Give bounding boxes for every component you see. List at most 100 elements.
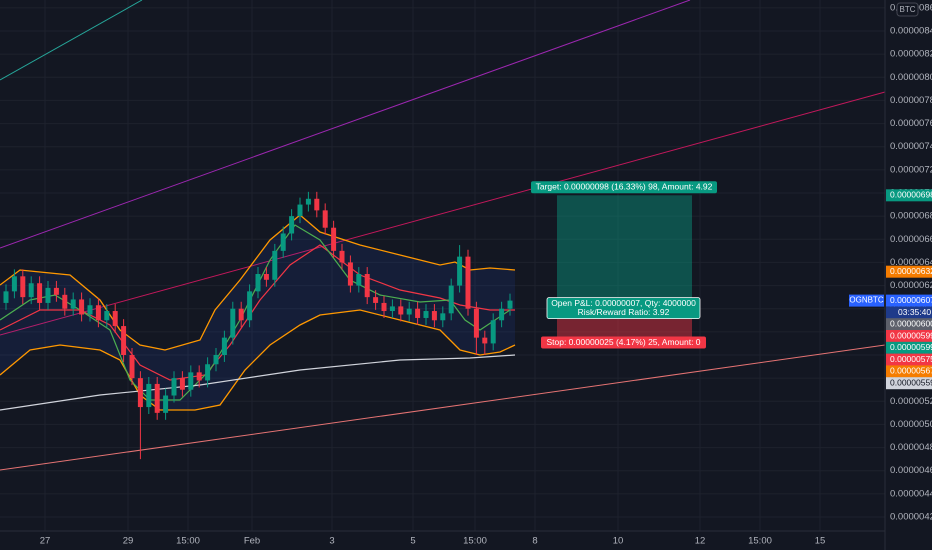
stop-label-bg [541, 336, 706, 349]
candle-body [238, 308, 244, 321]
price-tick-label: 0.00000640 [890, 257, 932, 268]
price-axis: 0.00000420 0.00000440 0.00000460 0.00000480… [890, 2, 932, 522]
candle-body [389, 306, 395, 312]
price-tick-label: 0.00000520 [890, 396, 932, 407]
position-tool: Target: 0.00000098 (16.33%) 98, Amount: … [531, 181, 717, 349]
price-tag: 0.00000567 [890, 366, 932, 376]
price-tag-bg [886, 318, 932, 331]
candle-body [406, 308, 412, 315]
price-tick-label: 0.00000480 [890, 442, 932, 453]
candle-body [423, 311, 429, 318]
currency-badge[interactable] [896, 2, 919, 17]
candle-body [205, 364, 211, 381]
upper-band [0, 214, 516, 351]
candle-body [45, 287, 51, 303]
candle-body [95, 305, 101, 321]
candle-body [263, 273, 269, 280]
candle-body [70, 299, 76, 309]
time-tick-label: 15:00 [748, 536, 772, 547]
lower-band [0, 309, 516, 411]
profit-zone [557, 195, 692, 301]
time-tick-label: 15:00 [176, 536, 200, 547]
candle-body [37, 283, 43, 303]
price-tick-label: 0.00000720 [890, 164, 932, 175]
time-tick-label: 10 [613, 536, 624, 547]
trend-line [0, 91, 886, 336]
candle-body [272, 250, 278, 280]
candle-body [457, 256, 463, 286]
pnl-label: Open P&L: 0.00000007, Qty: 4000000 [551, 298, 696, 308]
price-tag-bg [886, 377, 932, 390]
candle-body [448, 285, 454, 314]
symbol-tag: OGNBTC [849, 296, 883, 305]
price-tick-label: 0.00000660 [890, 234, 932, 245]
price-tick-label: 0.00000800 [890, 72, 932, 83]
candle-body [465, 256, 471, 309]
candle-body [440, 313, 446, 321]
candle-body [356, 273, 362, 286]
price-tag-bg [886, 265, 932, 278]
price-tick-label: 0.00000820 [890, 49, 932, 60]
candle-body [112, 311, 118, 327]
target-label: Target: 0.00000098 (16.33%) 98, Amount: … [536, 182, 713, 192]
candle-body [473, 308, 479, 338]
price-tick-label: 0.00000440 [890, 488, 932, 499]
fast-ma [0, 224, 511, 401]
candles [3, 191, 513, 460]
candle-body [322, 210, 328, 228]
price-tag-bg [886, 330, 932, 343]
price-tag: 0.00000599 [890, 330, 932, 340]
price-tag-bg [886, 365, 932, 378]
price-tick-label: 0.00000740 [890, 141, 932, 152]
price-tag-bg [886, 353, 932, 366]
candle-body [3, 291, 9, 303]
trend-line [0, 0, 143, 81]
price-tick-label: 0.00000780 [890, 95, 932, 106]
time-tick-label: 29 [123, 536, 134, 547]
time-tick-label: 5 [410, 536, 415, 547]
candle-body [507, 300, 513, 309]
candle-body [87, 305, 93, 315]
candle-body [415, 308, 421, 318]
trend-line [0, 0, 691, 249]
candle-body [196, 372, 202, 381]
price-tag-bg [886, 189, 932, 202]
stop-label: Stop: 0.00000025 (4.17%) 25, Amount: 0 [546, 337, 700, 347]
price-tick-label: 0.00000460 [890, 465, 932, 476]
rr-label: Risk/Reward Ratio: 3.92 [578, 307, 670, 317]
candle-body [339, 250, 345, 263]
candle-body [305, 198, 311, 205]
countdown-bg [886, 306, 932, 319]
price-tag-bg [886, 294, 932, 307]
price-tick-label: 0.00000500 [890, 419, 932, 430]
candle-body [280, 233, 286, 251]
target-label-bg [531, 181, 717, 194]
price-tag: 0.00000575 [890, 354, 932, 364]
price-tag: 0.00000632 [890, 266, 932, 276]
time-axis: 27 29 15:00 Feb 3 5 15:00 8 10 12 15:00 15 [40, 536, 826, 547]
price-tag: 0.00000600 [890, 318, 932, 328]
candle-body [11, 276, 17, 292]
price-tick-label: 0.00000620 [890, 280, 932, 291]
candle-body [314, 198, 320, 211]
candle-body [137, 378, 143, 408]
price-tick-label: 0.00000760 [890, 118, 932, 129]
candle-body [373, 297, 379, 303]
time-tick-label: Feb [244, 536, 260, 547]
candle-body [221, 337, 227, 355]
candle-body [53, 287, 59, 295]
candle-body [129, 354, 135, 379]
candle-body [188, 372, 194, 390]
candle-body [381, 302, 387, 312]
candle-body [179, 378, 185, 390]
candle-body [398, 306, 404, 315]
candle-body [104, 311, 110, 321]
candle-body [154, 383, 160, 413]
candle-body [364, 273, 370, 298]
candle-body [499, 308, 505, 321]
candle-body [121, 326, 127, 355]
price-tick-label: 0.00000840 [890, 26, 932, 37]
candle-body [79, 299, 85, 315]
